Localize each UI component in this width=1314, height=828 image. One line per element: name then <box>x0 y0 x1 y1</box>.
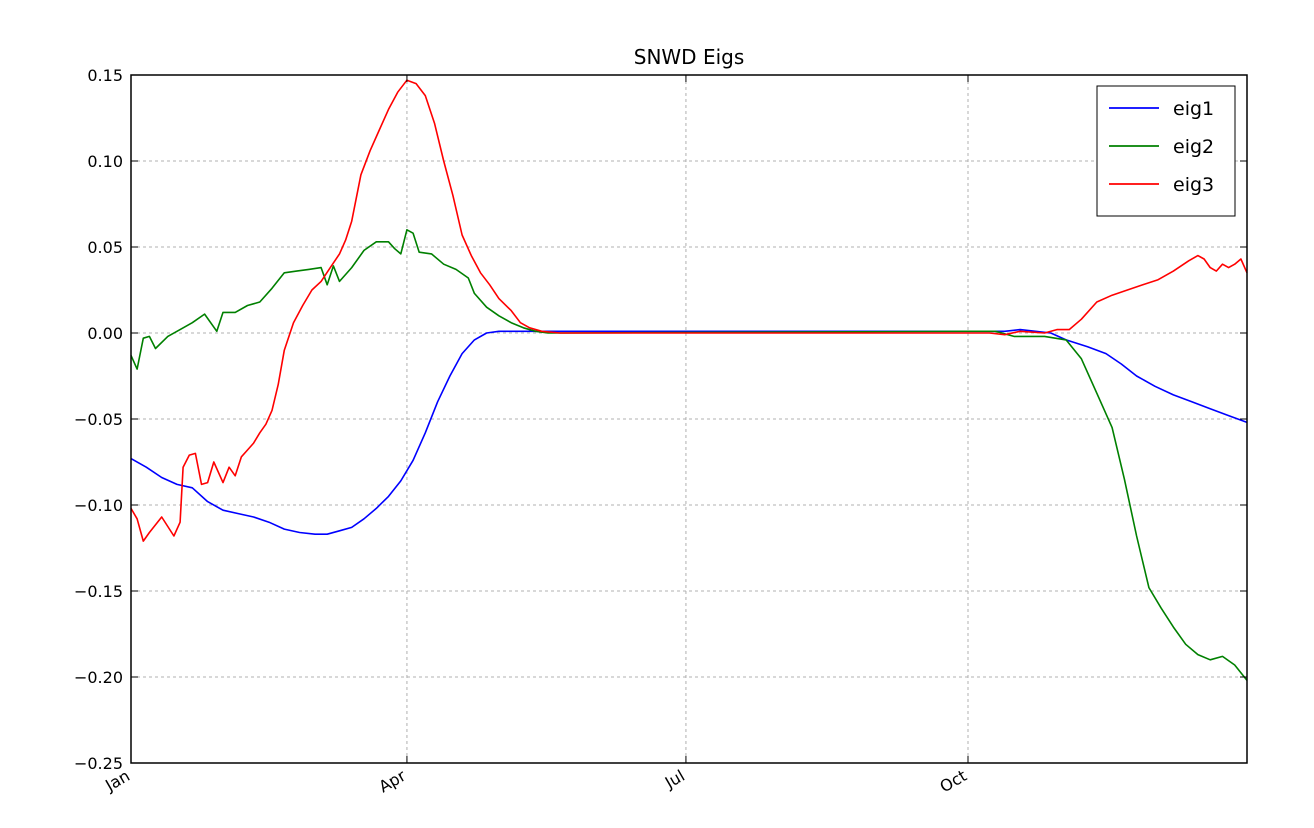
series-lines <box>130 79 1248 681</box>
series-line-eig3 <box>130 79 1248 542</box>
y-tick-label: −0.20 <box>74 668 123 687</box>
axis-ticks: 0.15 0.10 0.05 0.00 −0.05 −0.10 −0.15 −0.20 −0.2… <box>74 66 1247 796</box>
y-tick-label: −0.25 <box>74 754 123 773</box>
y-tick-label: 0.05 <box>87 238 123 257</box>
series-line-eig2 <box>130 229 1248 681</box>
chart-title: SNWD Eigs <box>634 45 745 69</box>
legend-box <box>1096 85 1236 217</box>
y-tick-label: 0.10 <box>87 152 123 171</box>
series-line-eig1 <box>130 328 1248 536</box>
legend-label-eig2: eig2 <box>1173 136 1214 158</box>
y-tick-label: −0.15 <box>74 582 123 601</box>
y-tick-label: 0.00 <box>87 324 123 343</box>
legend-label-eig1: eig1 <box>1173 98 1214 120</box>
y-tick-label: −0.05 <box>74 410 123 429</box>
legend-label-eig3: eig3 <box>1173 174 1214 196</box>
y-tick-label: 0.15 <box>87 66 123 85</box>
y-tick-label: −0.10 <box>74 496 123 515</box>
legend: eig1 eig2 eig3 <box>1096 85 1236 217</box>
